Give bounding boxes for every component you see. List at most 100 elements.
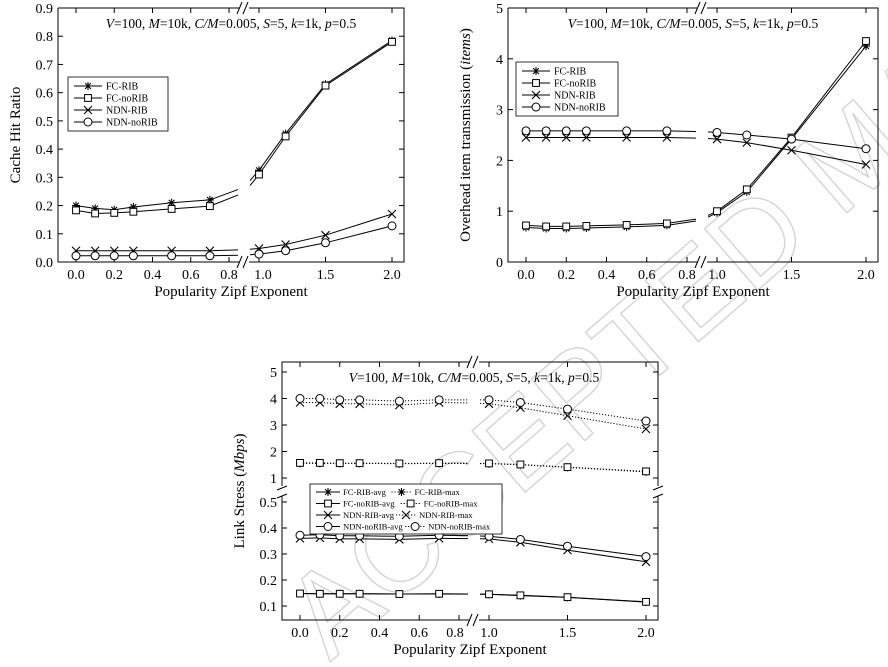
x-marker <box>387 209 397 219</box>
legend-label: FC-RIB <box>106 82 139 93</box>
annotation-part: M <box>148 16 161 31</box>
circle-marker <box>394 396 404 406</box>
series-line <box>488 399 647 422</box>
data-point <box>355 589 364 598</box>
data-point <box>861 144 871 154</box>
data-point <box>321 230 330 240</box>
data-point <box>787 134 796 144</box>
data-point <box>335 395 345 405</box>
data-point <box>387 221 397 231</box>
square-marker <box>355 589 364 598</box>
circle-marker <box>712 127 722 137</box>
plot-frame <box>57 1 405 269</box>
series-FC-noRIB-avg <box>296 589 650 606</box>
data-point <box>129 207 138 216</box>
square-marker <box>296 589 304 598</box>
series-line <box>488 462 647 472</box>
data-point <box>315 458 324 467</box>
axis-break-mark <box>652 485 664 499</box>
x-marker <box>321 230 330 240</box>
circle-marker <box>355 395 365 405</box>
data-point <box>395 590 404 598</box>
break-slash <box>466 613 479 627</box>
x-marker <box>83 105 93 115</box>
square-marker <box>642 467 650 476</box>
series-line <box>209 169 260 201</box>
y-tick-label: 0.7 <box>36 58 54 73</box>
circle-marker <box>787 134 796 144</box>
data-point <box>581 133 591 142</box>
data-point <box>622 221 631 229</box>
charts: 0.00.10.20.30.40.50.60.70.80.90.0 0.2 0.4 0… <box>8 1 879 658</box>
square-marker <box>335 459 344 468</box>
legend-label: FC-RIB-avg <box>343 487 387 497</box>
series-FC-noRIB <box>72 37 396 218</box>
x-marker <box>742 138 752 148</box>
legend-label: NDN-noRIB <box>554 103 606 114</box>
data-point <box>542 222 551 231</box>
series-line <box>439 401 490 405</box>
data-point <box>296 589 304 598</box>
square-marker <box>321 81 330 90</box>
y-tick-label: 0.6 <box>36 87 54 102</box>
data-point <box>742 130 752 140</box>
annotation-part: =5, <box>513 370 534 385</box>
annotation-part: =100, <box>576 16 611 31</box>
data-point <box>541 133 551 142</box>
asterisk-marker <box>167 198 176 207</box>
annotation-part: S <box>506 370 513 385</box>
y-tick-label: 0.1 <box>36 228 54 243</box>
data-point <box>541 126 551 136</box>
x-axis-label: Popularity Zipf Exponent <box>154 284 308 300</box>
data-point <box>281 132 290 141</box>
data-point <box>91 209 100 218</box>
y-tick-label: 5 <box>496 2 503 17</box>
break-slash <box>276 485 288 499</box>
circle-marker <box>563 541 572 551</box>
data-point <box>713 207 721 216</box>
circle-marker <box>83 117 93 127</box>
x-tick-label: 2.0 <box>637 626 655 641</box>
data-point <box>321 81 330 90</box>
circle-marker <box>167 251 177 261</box>
y-tick-label: 0.3 <box>36 171 54 186</box>
y-tick-label: 0.8 <box>36 30 54 45</box>
axis-break-mark <box>466 355 479 369</box>
square-marker <box>713 207 721 216</box>
y-axis-label-text: Overhead item transmission ( <box>458 65 474 242</box>
legend-marker <box>323 522 333 531</box>
series-line <box>300 402 440 406</box>
circle-marker <box>205 251 215 261</box>
y-tick-label: 4 <box>496 53 503 68</box>
break-slash <box>236 255 249 269</box>
square-marker <box>563 593 572 602</box>
annotation-part: C/M <box>437 370 462 385</box>
circle-marker <box>521 126 531 136</box>
x-marker <box>401 510 411 520</box>
circle-marker <box>335 395 345 405</box>
data-point <box>563 593 572 602</box>
circle-marker <box>641 416 651 426</box>
square-marker <box>91 209 100 218</box>
data-point <box>642 597 650 606</box>
data-point <box>91 204 100 213</box>
series-line <box>299 537 440 540</box>
asterisk-marker <box>205 195 214 204</box>
circle-marker <box>541 126 551 136</box>
square-marker <box>406 499 415 508</box>
data-point <box>128 251 138 261</box>
x-tick-label: 1.5 <box>317 268 335 283</box>
square-marker <box>167 205 176 213</box>
data-point <box>662 126 672 136</box>
series-line <box>716 138 867 165</box>
annotation-part: p <box>786 16 794 31</box>
square-marker <box>485 590 493 599</box>
legend-label: FC-RIB-max <box>415 487 461 497</box>
x-tick-label: 0.6 <box>182 268 200 283</box>
x-axis-ticks: 0.0 0.2 0.4 0.6 0.8 1.0 1.5 2.0 <box>517 8 875 283</box>
series-line <box>488 535 647 558</box>
annotation-part: k <box>753 16 760 31</box>
legend-label: NDN-RIB-max <box>419 510 473 520</box>
data-point <box>515 534 525 544</box>
circle-marker <box>563 404 572 414</box>
